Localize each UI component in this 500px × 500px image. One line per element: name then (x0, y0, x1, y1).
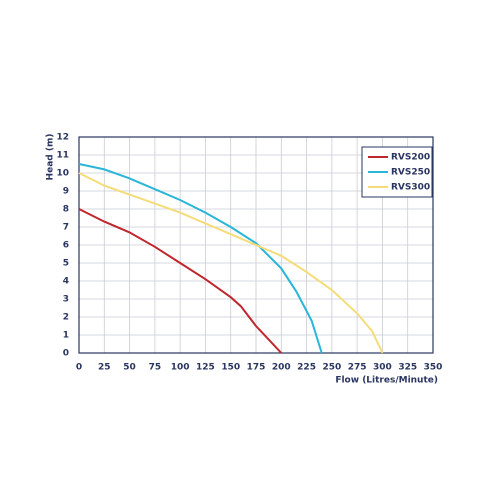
x-tick-label: 300 (373, 363, 392, 373)
x-tick-label: 175 (247, 363, 266, 373)
x-tick-label: 325 (398, 363, 417, 373)
plot-border (78, 136, 434, 354)
x-tick-label: 350 (424, 363, 443, 373)
x-tick-label: 125 (196, 363, 215, 373)
y-tick-label: 11 (56, 151, 69, 161)
y-tick-label: 8 (63, 205, 69, 215)
x-tick-label: 50 (123, 363, 136, 373)
x-axis-label: Flow (Litres/Minute) (335, 376, 438, 386)
series-line (78, 208, 283, 354)
x-tick-label: 25 (98, 363, 111, 373)
y-tick-label: 0 (63, 349, 69, 359)
y-tick-label: 6 (63, 241, 69, 251)
y-tick-label: 4 (63, 277, 69, 287)
x-tick-label: 0 (76, 363, 82, 373)
series-line (78, 172, 384, 354)
x-tick-label: 75 (149, 363, 162, 373)
x-tick-label: 225 (297, 363, 316, 373)
y-tick-label: 7 (63, 223, 69, 233)
series-line (78, 163, 323, 354)
y-tick-label: 3 (63, 295, 69, 305)
x-tick-label: 100 (171, 363, 190, 373)
y-tick-label: 1 (63, 331, 69, 341)
y-tick-label: 5 (63, 259, 69, 269)
legend-label: RVS300 (391, 183, 430, 193)
legend-label: RVS200 (391, 153, 430, 163)
y-tick-label: 12 (56, 133, 69, 143)
x-tick-label: 250 (322, 363, 341, 373)
y-tick-label: 10 (56, 169, 69, 179)
y-axis-label: Head (m) (46, 134, 56, 181)
legend-label: RVS250 (391, 168, 430, 178)
y-tick-label: 2 (63, 313, 69, 323)
x-tick-label: 150 (221, 363, 240, 373)
x-tick-label: 275 (348, 363, 367, 373)
x-tick-label: 200 (272, 363, 291, 373)
y-tick-label: 9 (63, 187, 69, 197)
